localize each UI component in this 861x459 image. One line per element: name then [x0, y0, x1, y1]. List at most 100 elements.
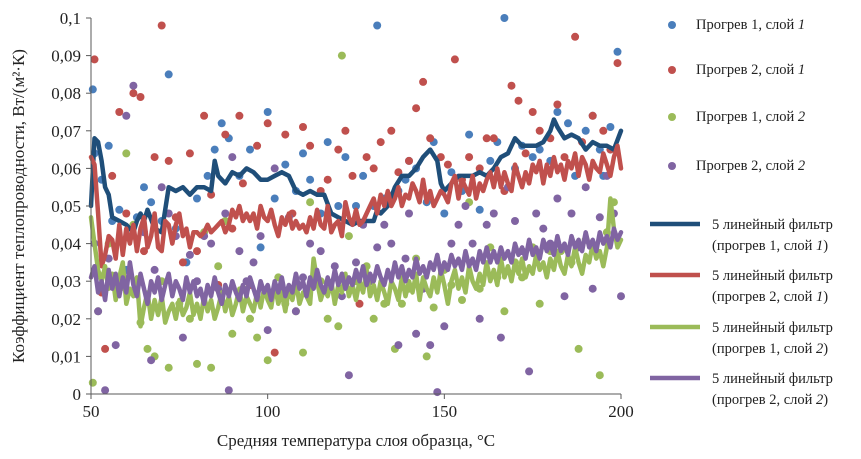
data-point [595, 371, 604, 380]
data-point [270, 348, 279, 357]
legend-label-line2: (прогрев 2, слой 2) [712, 392, 828, 408]
data-point [193, 194, 201, 203]
data-point [475, 314, 484, 323]
data-point [111, 341, 120, 350]
data-point [528, 108, 537, 116]
legend-entry-s4: Прогрев 2, слой 2 [668, 158, 805, 174]
y-tick-label: 0,06 [51, 159, 81, 178]
x-tick-label: 150 [432, 402, 458, 421]
data-point [306, 198, 315, 207]
data-point [486, 156, 495, 165]
legend-entry-s1: Прогрев 1, слой 1 [668, 17, 805, 33]
data-point [387, 239, 396, 248]
data-point [214, 262, 223, 271]
data-point [221, 130, 230, 139]
data-point [496, 333, 505, 342]
data-point [458, 296, 466, 304]
data-point [203, 171, 212, 180]
data-point [122, 149, 131, 158]
data-point [256, 232, 265, 241]
data-point [606, 123, 615, 131]
data-point [129, 81, 138, 90]
data-point [465, 153, 474, 162]
data-point [210, 145, 219, 154]
legend-entry-f1: 5 линейный фильтр (прогрев 1, слой 1) [650, 217, 833, 254]
data-point [475, 164, 484, 173]
data-point [150, 153, 159, 162]
y-tick-label: 0,09 [51, 47, 81, 66]
y-tick-label: 0,08 [51, 84, 81, 103]
data-point [150, 265, 159, 274]
data-point [281, 160, 290, 169]
y-tick-label: 0,03 [51, 272, 81, 291]
data-point [362, 153, 371, 162]
series-f4-line [88, 226, 624, 307]
x-tick-label: 200 [608, 402, 634, 421]
data-point [560, 153, 569, 162]
data-point [412, 104, 421, 113]
data-point [380, 220, 389, 229]
data-point [426, 341, 435, 350]
data-point [193, 359, 201, 368]
data-point [306, 239, 315, 248]
data-point [323, 175, 332, 184]
data-point [489, 134, 498, 143]
data-point [535, 299, 544, 308]
data-point [447, 168, 456, 177]
data-point [140, 247, 148, 256]
data-point [581, 183, 590, 192]
data-point [613, 47, 622, 56]
data-point [185, 314, 194, 323]
data-point [341, 126, 350, 135]
data-point [299, 149, 307, 158]
data-point [405, 156, 413, 165]
y-tick-label: 0,05 [51, 197, 81, 216]
data-point [405, 209, 413, 218]
legend-entry-f3: 5 линейный фильтр (прогрев 1, слой 2) [650, 320, 833, 357]
data-point [129, 89, 138, 98]
legend-marker [668, 66, 676, 74]
data-point [574, 344, 583, 353]
data-point [429, 303, 438, 312]
data-point [334, 322, 343, 331]
data-point [613, 59, 622, 68]
x-axis-title: Средняя температура слоя образца, °С [217, 431, 495, 450]
data-point [426, 134, 435, 143]
data-point [422, 352, 431, 361]
data-point [246, 145, 254, 154]
legend-label-line1: 5 линейный фильтр [712, 320, 833, 336]
data-point [228, 153, 237, 162]
data-point [401, 254, 410, 263]
data-point [157, 21, 166, 30]
data-point [394, 168, 403, 177]
legend-marker [668, 21, 676, 29]
y-axis-title: Коэффициент теплопроводности, Вт/(м²·К) [9, 49, 28, 363]
data-point [164, 156, 173, 165]
data-point [90, 55, 99, 64]
data-point [553, 194, 562, 203]
data-point [595, 213, 604, 222]
data-point [299, 123, 307, 131]
data-point [599, 126, 608, 135]
legend-label-line2: (прогрев 2, слой 1) [712, 289, 828, 305]
data-point [376, 138, 385, 147]
data-point [344, 371, 353, 380]
data-point [468, 239, 477, 248]
data-point [164, 363, 173, 372]
data-point [178, 258, 187, 267]
data-point [525, 367, 534, 376]
data-point [101, 386, 110, 395]
data-point [440, 209, 449, 218]
data-point [560, 292, 569, 301]
data-point [306, 141, 315, 150]
data-point [348, 171, 357, 180]
tick-layer: 0 0,01 0,02 0,03 0,04 0,05 0,06 0,07 0,08 0,09 0,1… [51, 9, 634, 421]
data-point [147, 198, 156, 207]
data-point [147, 356, 156, 365]
data-point [461, 202, 470, 210]
data-point [482, 134, 491, 143]
data-point [281, 130, 290, 139]
y-tick-label: 0 [73, 385, 82, 404]
data-point [249, 258, 258, 267]
data-point [323, 138, 332, 147]
